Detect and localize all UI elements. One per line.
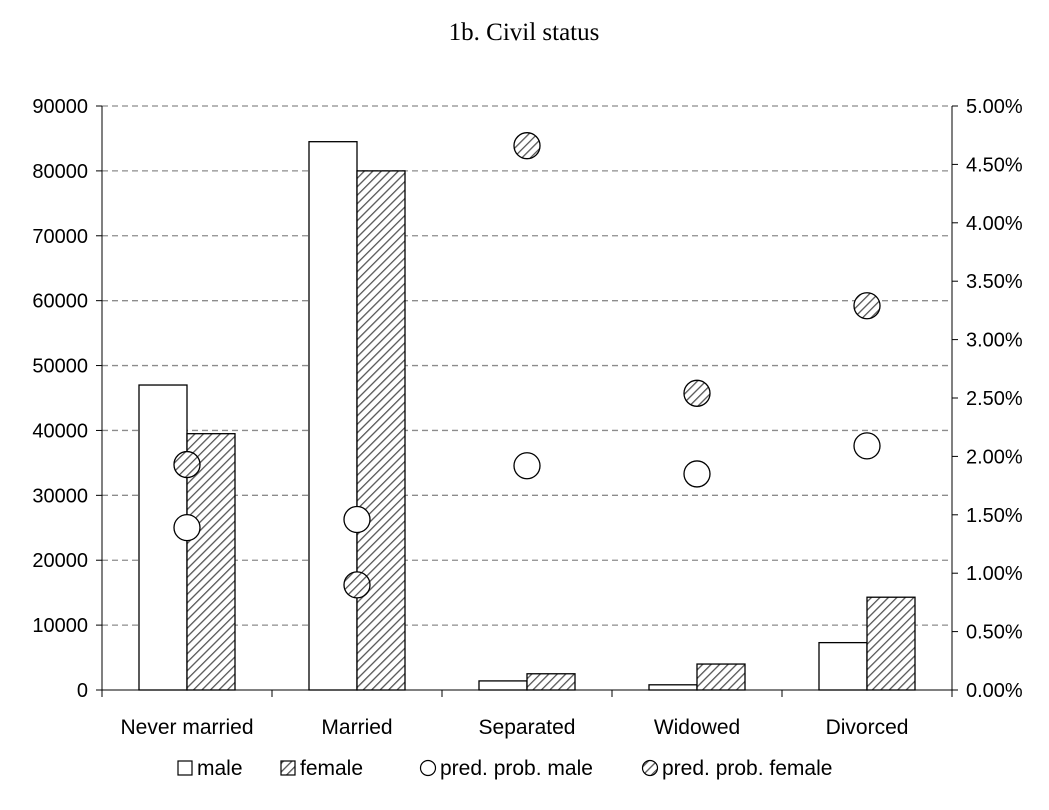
y-right-tick-label: 0.00% (966, 680, 1023, 702)
y-right-tick-label: 1.50% (966, 505, 1023, 527)
bar-female-0 (186, 433, 236, 691)
y-right-tick-label: 3.50% (966, 271, 1023, 293)
legend-swatch-1 (280, 760, 296, 776)
legend-label-2: pred. prob. male (440, 757, 593, 780)
bar-female-2 (526, 673, 576, 691)
legend: male female pred. prob. male pred. prob. fe… (177, 757, 832, 780)
legend-swatch-2 (419, 759, 437, 777)
point-pred-prob-female-2 (513, 132, 541, 160)
x-tick-label: Widowed (654, 716, 740, 739)
tick-labels: 0 10000 20000 30000 40000 50000 60000 70000 8000… (32, 96, 1023, 739)
point-pred-prob-female-1 (343, 571, 371, 599)
point-pred-prob-female-4 (853, 292, 881, 320)
legend-label-1: female (300, 757, 363, 780)
legend-swatch-0 (177, 760, 193, 776)
y-left-tick-label: 50000 (32, 356, 88, 378)
y-left-tick-label: 30000 (32, 485, 88, 507)
point-pred-prob-male-4 (853, 432, 881, 460)
y-right-tick-label: 2.00% (966, 446, 1023, 468)
gridlines (102, 105, 952, 626)
bar-male-2 (478, 680, 528, 691)
bar-male-3 (648, 684, 698, 691)
bar-female-1 (356, 170, 406, 691)
y-left-tick-label: 40000 (32, 420, 88, 442)
y-right-tick-label: 4.00% (966, 213, 1023, 235)
y-left-tick-label: 20000 (32, 550, 88, 572)
bar-female-3 (696, 663, 746, 691)
y-right-tick-label: 0.50% (966, 622, 1023, 644)
point-pred-prob-male-1 (343, 505, 371, 534)
x-tick-label: Divorced (826, 716, 909, 739)
legend-swatch-3 (641, 759, 659, 777)
bar-male-1 (308, 141, 358, 691)
y-right-tick-label: 1.00% (966, 563, 1023, 585)
x-tick-label: Never married (120, 716, 253, 739)
x-tick-label: Married (321, 716, 392, 739)
chart-title: 1b. Civil status (449, 19, 600, 46)
y-right-tick-label: 4.50% (966, 154, 1023, 176)
y-right-tick-label: 2.50% (966, 388, 1023, 410)
y-right-tick-label: 3.00% (966, 330, 1023, 352)
point-pred-prob-male-2 (513, 452, 541, 480)
y-left-tick-label: 10000 (32, 615, 88, 637)
y-left-tick-label: 70000 (32, 226, 88, 248)
bar-female-4 (866, 596, 916, 691)
point-pred-prob-male-3 (683, 460, 711, 488)
y-left-tick-label: 60000 (32, 291, 88, 313)
y-left-tick-label: 0 (77, 680, 88, 702)
points (173, 132, 881, 599)
point-pred-prob-female-0 (173, 450, 201, 479)
axes (96, 105, 958, 697)
bars (138, 141, 916, 691)
point-pred-prob-female-3 (683, 379, 711, 407)
y-left-tick-label: 80000 (32, 161, 88, 183)
bar-male-4 (818, 641, 868, 691)
legend-label-3: pred. prob. female (662, 757, 832, 780)
point-pred-prob-male-0 (173, 513, 201, 542)
y-left-tick-label: 90000 (32, 96, 88, 118)
x-tick-label: Separated (479, 716, 576, 739)
y-right-tick-label: 5.00% (966, 96, 1023, 118)
legend-label-0: male (197, 757, 243, 780)
